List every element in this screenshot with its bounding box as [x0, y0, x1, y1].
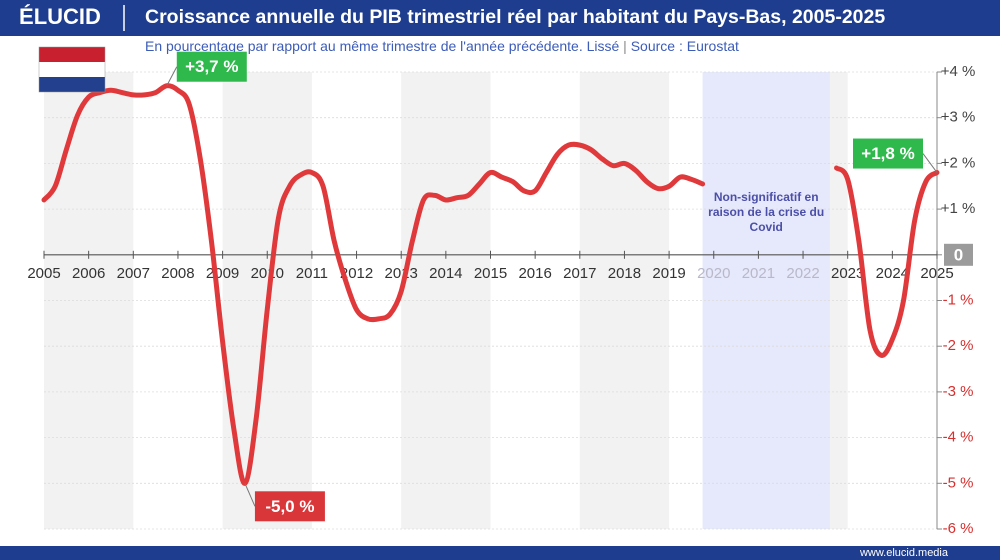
chart-title: Croissance annuelle du PIB trimestriel r… [145, 6, 885, 28]
y-tick-label: -6 % [943, 520, 974, 537]
x-tick-label: 2020 [697, 265, 730, 282]
data-line [41, 83, 940, 486]
y-tick-label: +4 % [941, 63, 976, 80]
value-label: -5,0 % [265, 497, 314, 516]
y-tick-label: +1 % [941, 200, 976, 217]
footer-url: www.elucid.media [859, 547, 949, 559]
shaded-label: Non-significatif en raison de la crise d… [708, 190, 825, 234]
x-tick-label: 2012 [340, 265, 373, 282]
subtitle-text: En pourcentage par rapport au même trime… [145, 38, 619, 54]
y-tick-label: +3 % [941, 109, 976, 126]
flag-border [38, 46, 106, 93]
footer-bar [0, 546, 1000, 560]
x-tick-label: 2023 [831, 265, 864, 282]
x-tick-label: 2018 [608, 265, 641, 282]
x-tick-label: 2025 [920, 265, 953, 282]
value-label: +3,7 % [185, 57, 238, 76]
brand-logo: ÉLUCID [19, 4, 101, 29]
chart-subtitle: En pourcentage par rapport au même trime… [145, 38, 739, 54]
y-tick-label: -1 % [943, 291, 974, 308]
value-label: +1,8 % [861, 144, 914, 163]
source-text: Source : Eurostat [631, 38, 739, 54]
x-tick-label: 2021 [742, 265, 775, 282]
x-tick-label: 2016 [518, 265, 551, 282]
flag-red [39, 47, 105, 62]
flag [38, 46, 106, 93]
x-tick-label: 2015 [474, 265, 507, 282]
x-tick-label: 2013 [385, 265, 418, 282]
label-leader [922, 153, 938, 173]
x-tick-label: 2014 [429, 265, 462, 282]
label-box [176, 51, 247, 82]
label-leader [244, 483, 256, 507]
y-tick-label: -5 % [943, 474, 974, 491]
label-box [254, 491, 325, 522]
label-box [853, 138, 923, 169]
x-tick-label: 2007 [117, 265, 150, 282]
x-tick-label: 2019 [652, 265, 685, 282]
x-tick-label: 2024 [876, 265, 909, 282]
x-tick-label: 2022 [786, 265, 819, 282]
shaded-note: Non-significatif en raison de la crise d… [708, 190, 825, 234]
y-tick-label: -4 % [943, 429, 974, 446]
x-tick-label: 2005 [27, 265, 60, 282]
label-leader [166, 66, 178, 86]
y-tick-label: +2 % [941, 154, 976, 171]
separator: | [619, 38, 630, 54]
y-tick-label: 0 [954, 245, 963, 264]
x-tick-label: 2009 [206, 265, 239, 282]
plot-area: Non-significatif en raison de la crise d… [27, 51, 976, 537]
y-tick-label: -3 % [943, 383, 974, 400]
x-tick-label: 2008 [161, 265, 194, 282]
flag-blue [39, 77, 105, 92]
x-tick-label: 2011 [296, 265, 328, 282]
x-tick-label: 2006 [72, 265, 105, 282]
header-bar [0, 0, 1000, 36]
x-tick-label: 2017 [563, 265, 596, 282]
x-tick-label: 2010 [251, 265, 284, 282]
zero-label-box [944, 243, 973, 266]
y-tick-label: -2 % [943, 337, 974, 354]
flag-white [39, 62, 105, 77]
